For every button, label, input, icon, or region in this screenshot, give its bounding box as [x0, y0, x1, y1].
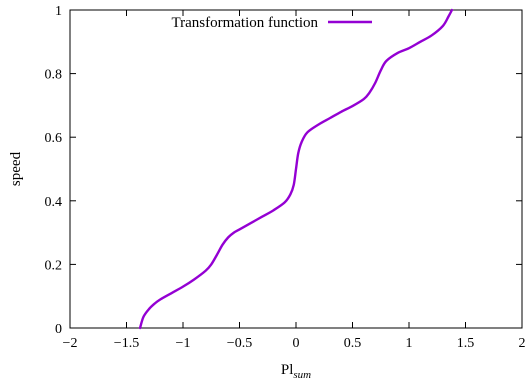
y-axis-label: speed [8, 151, 24, 186]
series-line-transformation-function [138, 8, 454, 330]
x-tick-label: −0.5 [227, 336, 252, 351]
y-tick-label: 0.2 [45, 258, 63, 273]
x-tick-label: −2 [63, 336, 78, 351]
legend: Transformation function [171, 15, 372, 31]
x-tick-label: 1 [406, 336, 413, 351]
x-tick-label: 1.5 [457, 336, 475, 351]
x-tick-label: 0.5 [344, 336, 362, 351]
x-axis-label-subscript: sum [293, 369, 311, 381]
y-tick-label: 1 [55, 4, 62, 19]
x-tick-label: −1.5 [114, 336, 139, 351]
y-tick-label: 0.8 [45, 68, 63, 83]
x-axis-label: Plsum [281, 362, 311, 381]
x-tick-label: 2 [519, 336, 526, 351]
y-tick-label: 0 [55, 322, 62, 337]
y-tick-label: 0.4 [45, 195, 63, 210]
axis-ticks [69, 9, 523, 329]
x-tick-label: 0 [293, 336, 300, 351]
legend-label: Transformation function [171, 15, 318, 31]
y-tick-label: 0.6 [45, 131, 63, 146]
x-axis-label-main: Pl [281, 362, 294, 378]
x-tick-label: −1 [176, 336, 191, 351]
tick-labels: −2 −1.5 −1 −0.5 0 0.5 1 1.5 2 0 0.2 0.4 0.6 0.8 1 [45, 4, 526, 351]
